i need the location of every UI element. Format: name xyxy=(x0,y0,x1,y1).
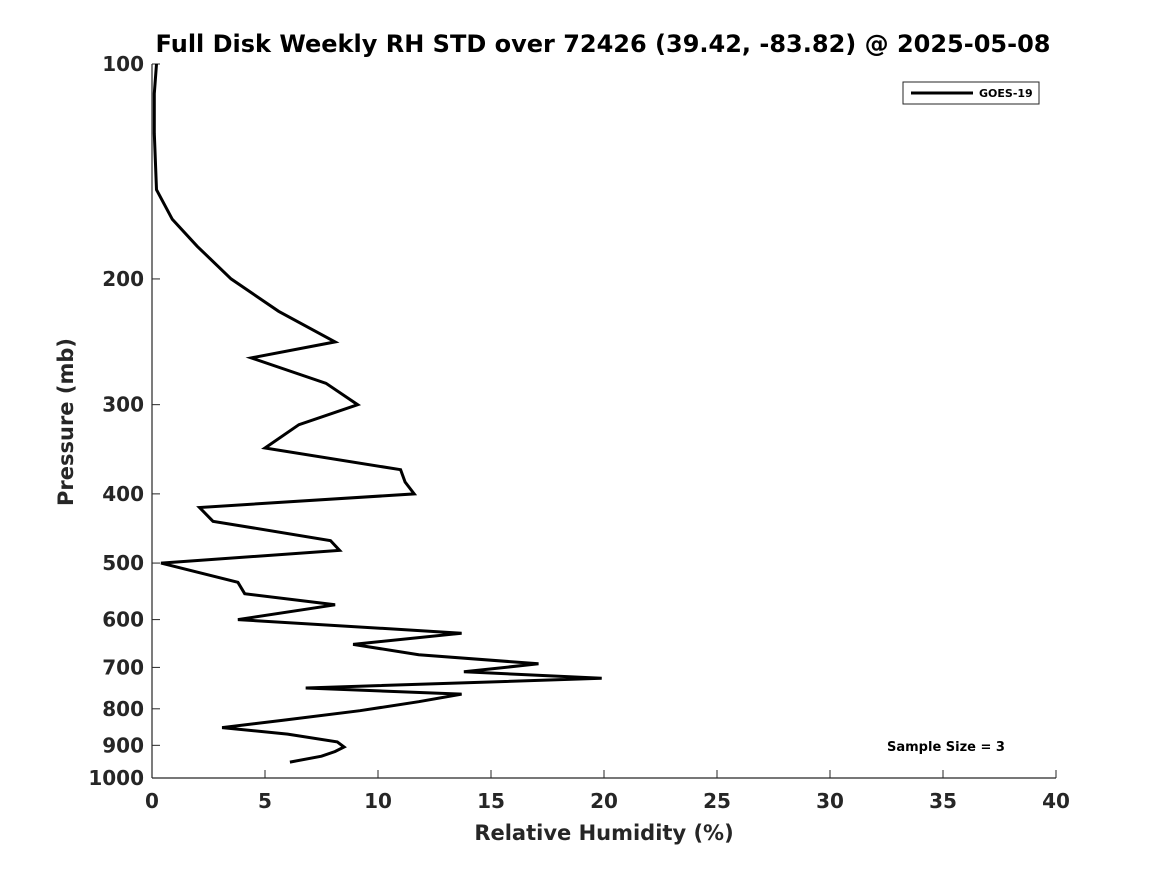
legend: GOES-19 xyxy=(902,81,1040,105)
sample-size-annotation: Sample Size = 3 xyxy=(887,740,1005,755)
x-ticks: 0 5 10 15 20 25 30 35 40 xyxy=(145,770,1070,813)
x-tick-label: 35 xyxy=(929,789,957,813)
y-tick-label: 500 xyxy=(102,551,144,575)
y-tick-label: 300 xyxy=(102,393,144,417)
y-tick-label: 600 xyxy=(102,608,144,632)
x-tick-label: 0 xyxy=(145,789,159,813)
y-tick-label: 700 xyxy=(102,655,144,679)
x-tick-label: 30 xyxy=(816,789,844,813)
series-line-goes-19 xyxy=(152,63,602,764)
y-tick-label: 800 xyxy=(102,697,144,721)
x-axis-label: Relative Humidity (%) xyxy=(474,821,733,845)
x-tick-label: 15 xyxy=(477,789,505,813)
legend-label-goes-19: GOES-19 xyxy=(979,87,1033,100)
y-tick-label: 100 xyxy=(102,52,144,76)
x-tick-label: 5 xyxy=(258,789,272,813)
x-tick-label: 20 xyxy=(590,789,618,813)
y-tick-label: 200 xyxy=(102,267,144,291)
chart-title: Full Disk Weekly RH STD over 72426 (39.4… xyxy=(156,30,1051,58)
plot-area: 0 5 10 15 20 25 30 35 40 100 200 300 400 500 600 700 80… xyxy=(88,52,1070,813)
y-tick-label: 1000 xyxy=(88,766,144,790)
y-ticks: 100 200 300 400 500 600 700 800 900 1000 xyxy=(88,52,160,790)
y-tick-label: 400 xyxy=(102,482,144,506)
x-tick-label: 40 xyxy=(1042,789,1070,813)
x-tick-label: 10 xyxy=(364,789,392,813)
y-tick-label: 900 xyxy=(102,733,144,757)
y-axis-label: Pressure (mb) xyxy=(54,338,78,506)
x-tick-label: 25 xyxy=(703,789,731,813)
